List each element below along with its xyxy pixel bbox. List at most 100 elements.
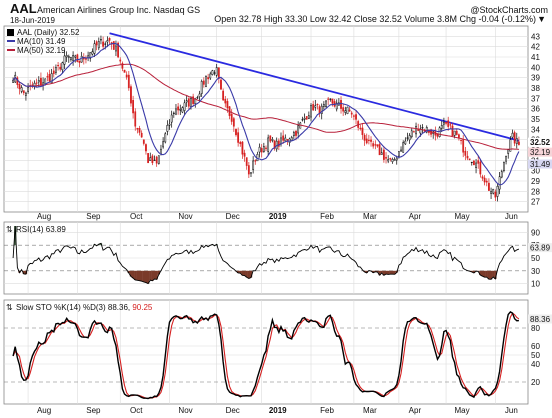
candle	[222, 88, 225, 102]
x-axis-label: Sep	[86, 212, 101, 221]
candle	[198, 90, 201, 103]
candle-body	[500, 171, 503, 178]
trendline	[109, 32, 520, 142]
candle-body	[117, 42, 119, 58]
candle	[488, 178, 490, 191]
candle	[252, 156, 255, 174]
candle-body	[395, 157, 398, 161]
x-axis-label: Mar	[363, 406, 377, 415]
candle	[344, 106, 347, 116]
x-axis-label: May	[454, 406, 469, 415]
last-value-tag: 32.52	[530, 138, 551, 147]
price-y-tick-label: 34	[531, 125, 540, 134]
candle	[67, 54, 70, 63]
candle	[127, 70, 130, 91]
candle	[310, 103, 312, 122]
candle	[367, 134, 370, 145]
candle-body	[245, 157, 248, 166]
candle	[393, 157, 396, 161]
candle-body	[202, 80, 205, 85]
candle-body	[348, 109, 351, 112]
x-axis-label: Feb	[320, 406, 334, 415]
candle-body	[438, 127, 441, 137]
candle-body	[70, 57, 72, 60]
stochastic-y-tick-label: 60	[531, 342, 540, 351]
ma10-legend-label: MA(10) 31.49	[17, 37, 66, 46]
candle-body	[490, 191, 492, 194]
candle-body	[387, 159, 390, 162]
rsi-line	[12, 225, 520, 285]
ticker-symbol: AAL	[10, 1, 37, 16]
candle-body	[374, 144, 377, 146]
candle-body	[453, 130, 456, 136]
candle	[74, 54, 77, 63]
candle	[443, 117, 445, 130]
candle-body	[59, 66, 62, 70]
candle	[400, 146, 402, 152]
candle-body	[132, 100, 134, 114]
candle	[505, 155, 507, 165]
candle	[305, 116, 308, 120]
candle	[440, 120, 443, 133]
candle	[134, 108, 137, 131]
change-arrow-icon: ▼	[537, 14, 546, 24]
candle-body	[200, 81, 203, 94]
last-value-tag: 31.49	[530, 160, 551, 169]
candle	[172, 111, 175, 118]
candle-body	[363, 135, 366, 141]
stochastic-legend-k-text: Slow STO %K(14) %D(3) 88.36,	[16, 303, 130, 312]
candle-body	[477, 160, 480, 164]
candle	[258, 143, 261, 158]
rsi-y-tick-label: 10	[531, 280, 540, 289]
candle-body	[301, 119, 304, 121]
candle	[277, 138, 280, 150]
candle	[475, 159, 477, 174]
candle	[245, 157, 248, 170]
x-axis-label: Dec	[226, 212, 240, 221]
candle-body	[370, 139, 372, 142]
candle-body	[449, 124, 452, 126]
candle	[213, 70, 216, 76]
candle	[93, 40, 96, 57]
candle-body	[440, 125, 443, 129]
quote-summary: Open 32.78 High 33.30 Low 32.42 Close 32…	[214, 14, 536, 24]
candle-body	[329, 98, 332, 100]
candle	[27, 83, 29, 94]
candle	[335, 99, 338, 112]
candle-body	[273, 140, 276, 149]
stochastic-marker-icon: ⇅	[6, 303, 13, 312]
candle-body	[192, 96, 195, 104]
candle-body	[327, 98, 330, 100]
candle-body	[57, 64, 59, 67]
candle	[46, 72, 49, 82]
candle-body	[18, 83, 21, 90]
candle	[468, 158, 471, 161]
candle-body	[413, 131, 415, 133]
candle	[485, 178, 488, 187]
candle	[95, 40, 98, 51]
candle	[192, 93, 195, 106]
candle	[490, 187, 492, 200]
candle-body	[359, 127, 362, 129]
candle	[303, 113, 306, 124]
candle	[483, 175, 486, 186]
candle-body	[312, 104, 315, 111]
candle	[162, 137, 165, 149]
candle-body	[85, 58, 87, 60]
candle-body	[305, 116, 308, 120]
candle	[151, 154, 154, 166]
candle-body	[367, 139, 370, 141]
candle-body	[295, 130, 297, 136]
candle	[479, 158, 482, 178]
candle	[205, 75, 207, 88]
candle-body	[130, 86, 132, 104]
candle	[196, 95, 199, 99]
candle	[492, 188, 495, 195]
candle-body	[494, 191, 497, 198]
candle-body	[121, 63, 124, 69]
candle	[340, 96, 342, 114]
x-axis-label: Aug	[37, 406, 51, 415]
candle	[153, 155, 156, 161]
candle	[312, 100, 315, 111]
candle-body	[389, 157, 392, 160]
